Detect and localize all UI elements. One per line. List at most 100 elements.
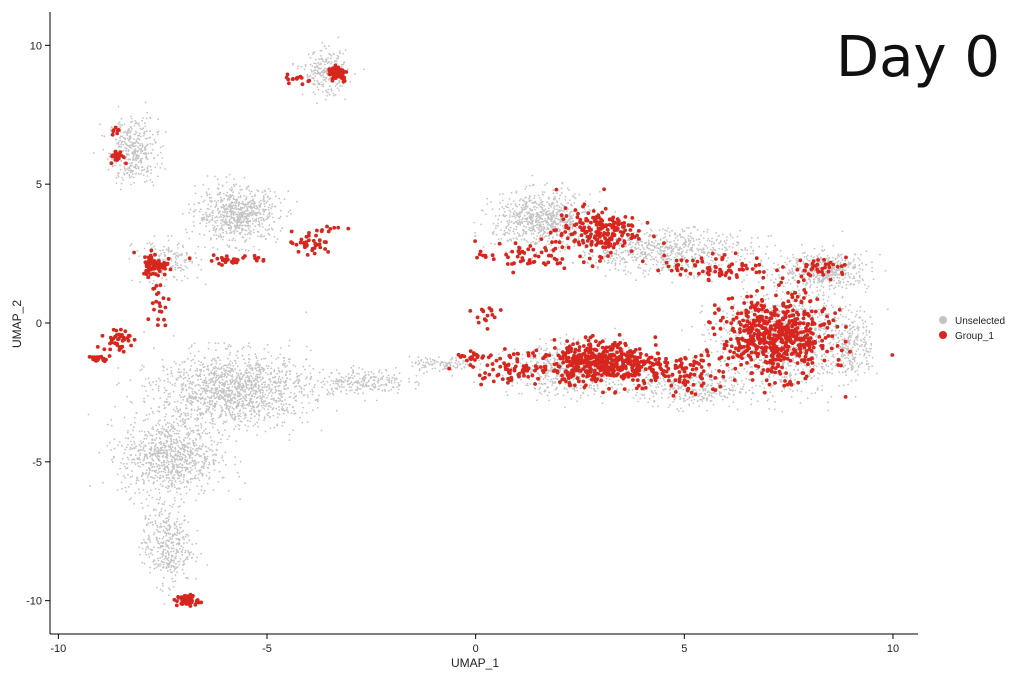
- unselected-point: [262, 208, 265, 211]
- unselected-point: [250, 407, 253, 410]
- unselected-point: [193, 397, 196, 399]
- unselected-point: [583, 208, 586, 211]
- unselected-point: [208, 463, 210, 466]
- unselected-point: [174, 574, 177, 577]
- unselected-point: [130, 115, 132, 118]
- unselected-point: [165, 439, 168, 442]
- unselected-point: [214, 392, 217, 394]
- unselected-point: [126, 446, 128, 449]
- unselected-point: [501, 206, 503, 208]
- unselected-point: [332, 380, 335, 383]
- unselected-point: [258, 222, 261, 224]
- unselected-point: [130, 183, 132, 186]
- unselected-point: [172, 430, 175, 433]
- unselected-point: [233, 359, 236, 362]
- unselected-point: [293, 397, 295, 399]
- unselected-point: [125, 131, 128, 134]
- unselected-point: [319, 73, 321, 76]
- unselected-point: [280, 392, 282, 395]
- unselected-point: [227, 345, 230, 348]
- unselected-point: [208, 396, 211, 399]
- unselected-point: [128, 257, 131, 260]
- unselected-point: [253, 408, 256, 411]
- unselected-point: [255, 412, 258, 415]
- unselected-point: [221, 384, 223, 386]
- unselected-point: [120, 182, 123, 185]
- unselected-point: [337, 36, 340, 39]
- unselected-point: [264, 209, 266, 212]
- unselected-point: [150, 244, 152, 246]
- unselected-point: [202, 366, 205, 368]
- unselected-point: [238, 201, 241, 204]
- unselected-point: [532, 215, 535, 218]
- unselected-point: [196, 367, 199, 370]
- unselected-point: [273, 376, 276, 379]
- unselected-point: [332, 393, 335, 396]
- unselected-point: [330, 387, 333, 389]
- unselected-point: [544, 217, 547, 220]
- unselected-point: [332, 390, 335, 393]
- unselected-point: [160, 510, 163, 513]
- unselected-point: [124, 157, 127, 160]
- unselected-point: [562, 240, 564, 243]
- unselected-point: [212, 489, 215, 492]
- unselected-point: [510, 220, 513, 223]
- unselected-point: [264, 205, 266, 208]
- unselected-point: [173, 477, 176, 480]
- unselected-point: [156, 476, 159, 479]
- unselected-point: [165, 520, 168, 522]
- unselected-point: [149, 566, 152, 569]
- unselected-point: [175, 258, 178, 260]
- unselected-point: [248, 410, 251, 412]
- unselected-point: [211, 359, 213, 362]
- unselected-point: [172, 535, 175, 537]
- unselected-point: [162, 249, 165, 252]
- unselected-point: [167, 235, 170, 237]
- unselected-point: [325, 98, 327, 101]
- unselected-point: [252, 205, 255, 208]
- unselected-point: [234, 362, 237, 365]
- unselected-point: [236, 375, 239, 377]
- unselected-point: [568, 199, 571, 202]
- unselected-point: [195, 439, 198, 441]
- unselected-point: [165, 413, 168, 415]
- unselected-point: [162, 584, 164, 587]
- unselected-point: [127, 437, 129, 440]
- unselected-point: [243, 358, 245, 361]
- unselected-point: [237, 216, 240, 219]
- unselected-point: [347, 373, 350, 375]
- unselected-point: [206, 466, 209, 469]
- unselected-point: [167, 532, 170, 534]
- unselected-point: [267, 383, 270, 386]
- unselected-point: [222, 216, 225, 219]
- unselected-point: [176, 254, 178, 257]
- unselected-point: [228, 353, 231, 356]
- unselected-point: [271, 398, 274, 400]
- unselected-point: [152, 482, 155, 485]
- unselected-point: [220, 226, 223, 229]
- unselected-point: [344, 98, 346, 101]
- unselected-point: [172, 547, 175, 550]
- unselected-point: [317, 72, 320, 75]
- unselected-point: [201, 445, 204, 447]
- unselected-point: [171, 383, 174, 386]
- unselected-point: [169, 392, 172, 395]
- unselected-point: [211, 450, 214, 453]
- unselected-point: [202, 453, 205, 455]
- unselected-point: [373, 382, 376, 385]
- unselected-point: [117, 174, 119, 177]
- unselected-point: [151, 242, 154, 245]
- unselected-point: [126, 134, 129, 137]
- unselected-point: [228, 215, 231, 218]
- unselected-point: [542, 229, 545, 232]
- unselected-point: [166, 529, 169, 532]
- unselected-point: [173, 461, 176, 463]
- unselected-point: [563, 209, 565, 212]
- unselected-point: [228, 407, 231, 410]
- unselected-point: [312, 409, 314, 412]
- unselected-point: [300, 387, 303, 390]
- unselected-point: [143, 331, 146, 333]
- unselected-point: [172, 550, 175, 553]
- unselected-point: [198, 210, 201, 213]
- unselected-point: [567, 208, 570, 211]
